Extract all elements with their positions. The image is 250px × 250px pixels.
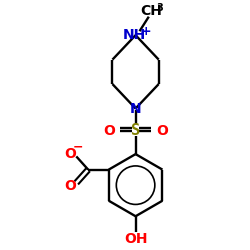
- Text: −: −: [72, 141, 83, 154]
- Text: OH: OH: [124, 232, 147, 246]
- Text: O: O: [64, 147, 76, 161]
- Text: NH: NH: [123, 28, 146, 42]
- Text: O: O: [64, 178, 76, 192]
- Text: 3: 3: [157, 3, 164, 13]
- Text: O: O: [103, 124, 115, 138]
- Text: +: +: [140, 25, 151, 38]
- Text: S: S: [131, 124, 140, 138]
- Text: CH: CH: [140, 4, 162, 18]
- Text: O: O: [156, 124, 168, 138]
- Text: N: N: [130, 102, 141, 116]
